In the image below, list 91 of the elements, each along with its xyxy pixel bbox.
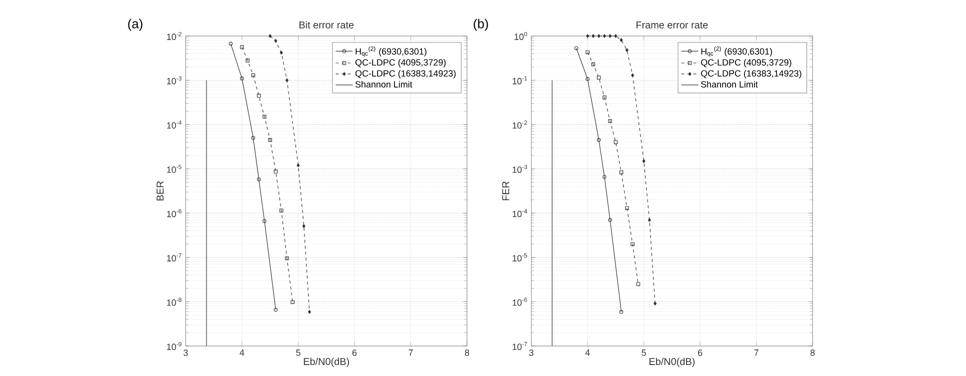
point (625, 206, 629, 210)
y-tick-label: 10$^{-6}$ (512, 298, 528, 306)
y-axis-title: BER (156, 181, 164, 200)
text: (a) (128, 18, 142, 31)
point (240, 45, 244, 50)
x-tick-label: 7 (754, 350, 758, 356)
point (620, 38, 623, 42)
legend-label: H$_{qc}$$^{(2)}$ (6930,6301) (356, 46, 426, 57)
point (608, 34, 612, 38)
legend-label: Shannon Limit (701, 80, 758, 88)
point (631, 73, 634, 78)
x-tick-label: 3 (184, 350, 188, 356)
point (614, 34, 618, 38)
point (280, 50, 283, 55)
text: (b) (474, 18, 488, 31)
point (251, 73, 256, 78)
legend-label: Shannon Limit (355, 80, 412, 88)
y-tick-label: 10$^{-1}$ (512, 76, 527, 84)
point (586, 50, 590, 54)
point (602, 96, 606, 100)
y-tick-label: 10$^{-8}$ (167, 298, 182, 306)
legend-label: QC-LDPC (16383,14923) (701, 70, 802, 78)
x-axis-title: Eb/N0(dB) (304, 358, 349, 368)
y-tick-label: 10$^{0}$ (514, 32, 528, 40)
point (654, 302, 657, 306)
point (608, 218, 612, 222)
point (642, 159, 646, 163)
y-tick-label: 10$^{-9}$ (167, 342, 182, 350)
y-tick-label: 10$^{-3}$ (512, 164, 528, 173)
point (246, 58, 250, 62)
y-tick-label: 10$^{-7}$ (167, 253, 182, 262)
point (614, 140, 618, 144)
point (285, 78, 288, 82)
y-tick-label: 10$^{-4}$ (512, 209, 528, 218)
point (596, 76, 601, 80)
point (608, 119, 612, 123)
point (274, 38, 278, 43)
x-tick-label: 8 (464, 350, 470, 356)
x-tick-label: 5 (296, 350, 300, 356)
x-axis-title: Eb/N0(dB) (650, 358, 695, 368)
legend-label: H$_{qc}$$^{(2)}$ (6930,6301) (701, 46, 772, 57)
point (586, 77, 590, 81)
y-axis-title: FER (502, 181, 510, 200)
point (602, 174, 606, 179)
legend-label: QC-LDPC (4095,3729) (701, 59, 792, 68)
y-tick-label: 10$^{-6}$ (167, 209, 182, 218)
x-tick-label: 4 (585, 350, 590, 356)
chart-title: Bit error rate (299, 21, 354, 28)
point (262, 114, 266, 119)
point (256, 177, 261, 182)
y-tick-label: 10$^{-5}$ (512, 253, 528, 262)
point (285, 256, 289, 260)
point (619, 170, 624, 174)
point (274, 170, 278, 174)
point (262, 219, 266, 224)
point (256, 94, 261, 98)
x-tick-label: 4 (240, 350, 244, 356)
point (592, 34, 595, 38)
point (586, 34, 590, 38)
x-tick-label: 6 (698, 350, 702, 356)
chart-title: Frame error rate (636, 22, 708, 28)
point (602, 34, 606, 38)
point (625, 48, 628, 52)
point (302, 224, 306, 228)
point (251, 136, 256, 140)
y-tick-label: 10$^{-5}$ (167, 164, 182, 173)
point (630, 242, 634, 246)
x-tick-label: 8 (810, 350, 815, 356)
y-tick-label: 10$^{-2}$ (512, 120, 527, 129)
y-tick-label: 10$^{-2}$ (167, 32, 182, 40)
x-tick-label: 3 (529, 350, 534, 356)
point (597, 34, 600, 38)
y-tick-label: 10$^{-3}$ (167, 76, 182, 84)
point (268, 34, 272, 38)
point (308, 310, 311, 314)
point (290, 300, 294, 304)
x-tick-label: 7 (408, 350, 413, 356)
x-tick-label: 6 (352, 350, 357, 356)
point (279, 208, 284, 212)
point (636, 282, 640, 286)
point (648, 218, 651, 222)
legend-label: QC-LDPC (16383,14923) (355, 70, 456, 78)
point (296, 163, 300, 168)
legend-label: QC-LDPC (4095,3729) (355, 59, 446, 68)
y-tick-label: 10$^{-4}$ (167, 120, 182, 129)
point (268, 138, 272, 142)
point (240, 76, 244, 80)
y-tick-label: 10$^{-7}$ (512, 342, 527, 350)
x-tick-label: 5 (642, 350, 646, 356)
point (596, 138, 601, 142)
point (591, 62, 596, 66)
